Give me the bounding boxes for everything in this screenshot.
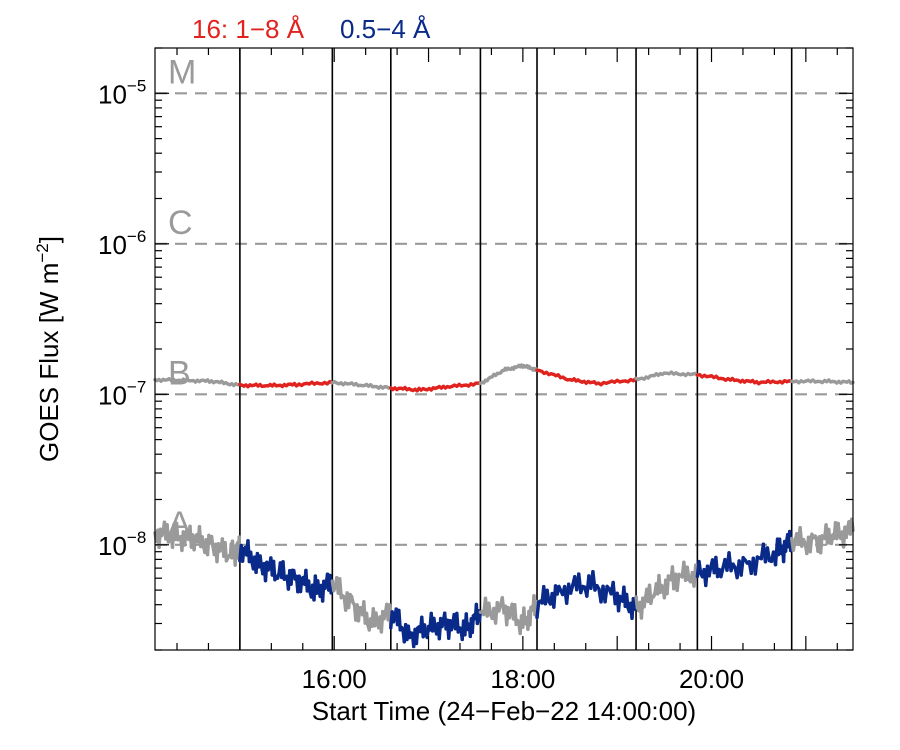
series-segment — [603, 584, 609, 604]
series-segment — [248, 550, 254, 565]
series-segment — [306, 579, 312, 594]
series-segment — [174, 521, 180, 542]
series-segment — [675, 572, 681, 593]
flare-class-label: C — [168, 204, 193, 242]
series-segment — [414, 626, 420, 646]
legend: 16: 1−8 Å 0.5−4 Å — [192, 14, 431, 44]
y-tick-label: 10−8 — [98, 528, 146, 561]
y-tick-labels: 10−810−710−610−5 — [98, 76, 146, 560]
x-tick-label: 20:00 — [679, 664, 744, 694]
y-tick-base: 10 — [98, 531, 127, 561]
vertical-markers — [239, 48, 793, 650]
flare-class-label: B — [168, 354, 191, 392]
y-tick-exponent: −6 — [127, 227, 146, 246]
series-segment — [528, 605, 533, 627]
series-segment — [487, 601, 493, 617]
y-tick-base: 10 — [98, 79, 127, 109]
x-tick-label: 18:00 — [490, 664, 555, 694]
flare-class-gridlines — [155, 92, 853, 546]
y-axis-label: GOES Flux [W m−2] — [33, 236, 64, 462]
legend-entry-long: 16: 1−8 Å — [192, 14, 305, 44]
series-segment — [338, 577, 343, 600]
legend-entry-short: 0.5−4 Å — [340, 14, 431, 44]
series-segment — [777, 537, 783, 554]
series-lines — [153, 363, 855, 649]
series-segment — [470, 614, 476, 635]
y-tick-base: 10 — [98, 380, 127, 410]
x-tick-label: 16:00 — [302, 664, 367, 694]
axis-ticks — [155, 47, 853, 651]
series-segment — [765, 546, 772, 563]
series-segment — [545, 588, 551, 603]
series-segment — [432, 616, 437, 631]
series-segment — [616, 594, 622, 613]
series-segment — [827, 527, 832, 545]
series-segment — [289, 568, 295, 586]
y-tick-exponent: −7 — [127, 377, 146, 396]
x-tick-labels: 16:00 18:00 20:00 — [302, 664, 744, 694]
series-segment — [685, 565, 691, 582]
series-segment — [364, 611, 370, 627]
y-tick-label: 10−7 — [98, 377, 146, 410]
series-segment — [836, 521, 842, 539]
y-tick-exponent: −8 — [127, 528, 146, 547]
flare-class-label: M — [168, 53, 196, 91]
series-segment — [697, 559, 703, 576]
series-segment — [182, 530, 188, 547]
series-segment — [356, 605, 362, 623]
series-segment — [634, 595, 640, 610]
series-segment — [624, 592, 630, 610]
y-axis-label-exponent: −2 — [33, 243, 52, 262]
series-segment — [240, 547, 246, 563]
y-axis-label-close: ] — [34, 236, 64, 243]
series-segment — [397, 608, 402, 632]
y-tick-label: 10−6 — [98, 227, 146, 260]
y-tick-exponent: −5 — [127, 76, 146, 95]
y-tick-base: 10 — [98, 230, 127, 260]
series-segment — [298, 576, 304, 594]
series-segment — [535, 600, 541, 620]
y-tick-label: 10−5 — [98, 76, 146, 109]
series-segment — [665, 574, 671, 596]
series-segment — [739, 556, 745, 577]
series-segment — [818, 534, 824, 555]
y-axis-label-main: GOES Flux [W m — [34, 263, 64, 462]
series-segment — [753, 555, 760, 576]
series-segment — [192, 535, 198, 552]
x-axis-label: Start Time (24−Feb−22 14:00:00) — [312, 696, 696, 726]
